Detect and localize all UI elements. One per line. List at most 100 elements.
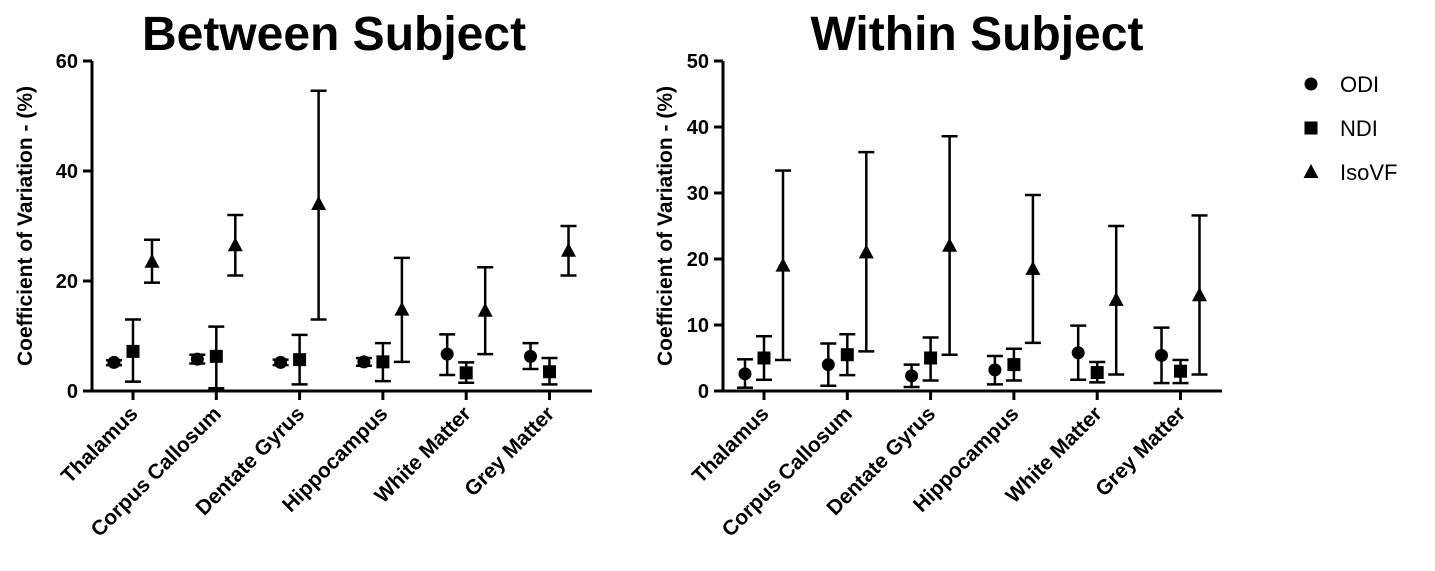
chart-title: Between Subject (142, 8, 526, 61)
circle-marker (357, 355, 371, 369)
within-subject-panel: Within Subject Coefficient of Variation … (654, 8, 1222, 541)
data-point-isovf (1191, 214, 1208, 376)
data-point-odi (1070, 324, 1087, 382)
legend: ODI NDI IsoVF (1303, 72, 1397, 185)
x-tick-label: Grey Matter (1091, 402, 1190, 501)
data-point-ndi (922, 336, 939, 382)
data-point-odi (189, 352, 206, 366)
x-tick-label: Grey Matter (460, 402, 559, 501)
data-point-ndi (208, 325, 225, 390)
triangle-marker (477, 302, 493, 317)
circle-marker (190, 352, 204, 366)
y-tick-label: 0 (698, 381, 709, 403)
square-marker (459, 366, 473, 380)
triangle-marker (942, 237, 958, 252)
circle-marker (107, 355, 121, 369)
data-point-isovf (477, 266, 494, 356)
data-point-isovf (227, 213, 244, 277)
between-subject-panel: Between Subject Coefficient of Variation… (14, 8, 592, 541)
legend-item-isovf: IsoVF (1303, 160, 1397, 185)
circle-marker (1071, 346, 1085, 360)
square-marker (293, 353, 307, 367)
legend-item-ndi: NDI (1304, 116, 1378, 141)
data-point-ndi (291, 333, 308, 386)
legend-label: NDI (1340, 116, 1378, 141)
triangle-marker (1192, 287, 1207, 302)
legend-label: IsoVF (1340, 160, 1397, 185)
data-point-ndi (839, 332, 856, 377)
y-tick-label: 30 (687, 183, 709, 205)
square-marker (543, 365, 556, 379)
chart-title: Within Subject (811, 8, 1144, 61)
square-marker (126, 344, 140, 358)
triangle-marker (144, 253, 160, 268)
square-marker (209, 349, 223, 363)
data-point-ndi (458, 361, 475, 384)
data-point-isovf (941, 134, 958, 356)
square-marker (1090, 366, 1104, 380)
legend-label: ODI (1340, 72, 1379, 97)
data-point-isovf (393, 256, 410, 364)
circle-marker (524, 349, 537, 363)
circle-marker (738, 367, 752, 381)
data-point-odi (106, 355, 122, 369)
data-point-isovf (775, 169, 791, 362)
data-point-isovf (310, 89, 327, 321)
square-marker (376, 355, 390, 369)
y-tick-label: 10 (687, 315, 709, 337)
triangle-marker (1025, 260, 1041, 275)
x-tick-label: Thalamus (57, 402, 143, 488)
circle-marker (1155, 348, 1168, 362)
data-point-odi (820, 342, 837, 387)
data-point-ndi (374, 341, 391, 383)
square-marker (840, 348, 854, 362)
circle-marker (988, 363, 1002, 377)
y-tick-label: 40 (687, 117, 709, 139)
triangle-marker (311, 196, 327, 210)
y-tick-label: 0 (67, 381, 78, 403)
data-point-ndi (756, 334, 772, 382)
circle-marker (274, 355, 288, 369)
data-point-ndi (1089, 360, 1106, 384)
data-point-isovf (858, 150, 875, 353)
data-point-isovf (144, 238, 160, 284)
marks-layer (737, 134, 1208, 389)
square-icon (1304, 121, 1318, 135)
data-point-ndi (1005, 347, 1022, 382)
data-point-odi (355, 355, 372, 369)
triangle-icon (1303, 164, 1319, 178)
data-point-ndi (1172, 358, 1189, 385)
data-point-odi (1153, 326, 1170, 385)
circle-marker (440, 347, 454, 361)
data-point-odi (986, 354, 1003, 386)
data-point-ndi (125, 318, 141, 383)
y-tick-label: 60 (56, 51, 78, 73)
data-point-odi (272, 355, 289, 369)
square-marker (1007, 358, 1021, 372)
y-axis-label: Coefficient of Variation - (%) (14, 86, 37, 366)
y-tick-label: 20 (687, 249, 709, 271)
data-point-ndi (541, 356, 558, 386)
y-axis-label: Coefficient of Variation - (%) (654, 86, 677, 366)
circle-icon (1304, 77, 1318, 91)
circle-marker (905, 369, 919, 383)
triangle-marker (775, 257, 791, 272)
triangle-marker (561, 242, 576, 257)
triangle-marker (394, 301, 410, 316)
y-tick-label: 50 (687, 51, 709, 73)
data-point-isovf (1108, 224, 1125, 376)
data-point-odi (737, 358, 753, 389)
triangle-marker (227, 237, 243, 252)
data-point-isovf (1024, 193, 1041, 345)
data-point-odi (439, 333, 456, 377)
triangle-marker (858, 244, 874, 259)
legend-item-odi: ODI (1304, 72, 1379, 97)
x-tick-label: Thalamus (688, 402, 774, 488)
square-marker (1174, 364, 1187, 378)
data-point-odi (522, 341, 539, 371)
data-point-isovf (560, 224, 577, 277)
triangle-marker (1108, 291, 1124, 306)
